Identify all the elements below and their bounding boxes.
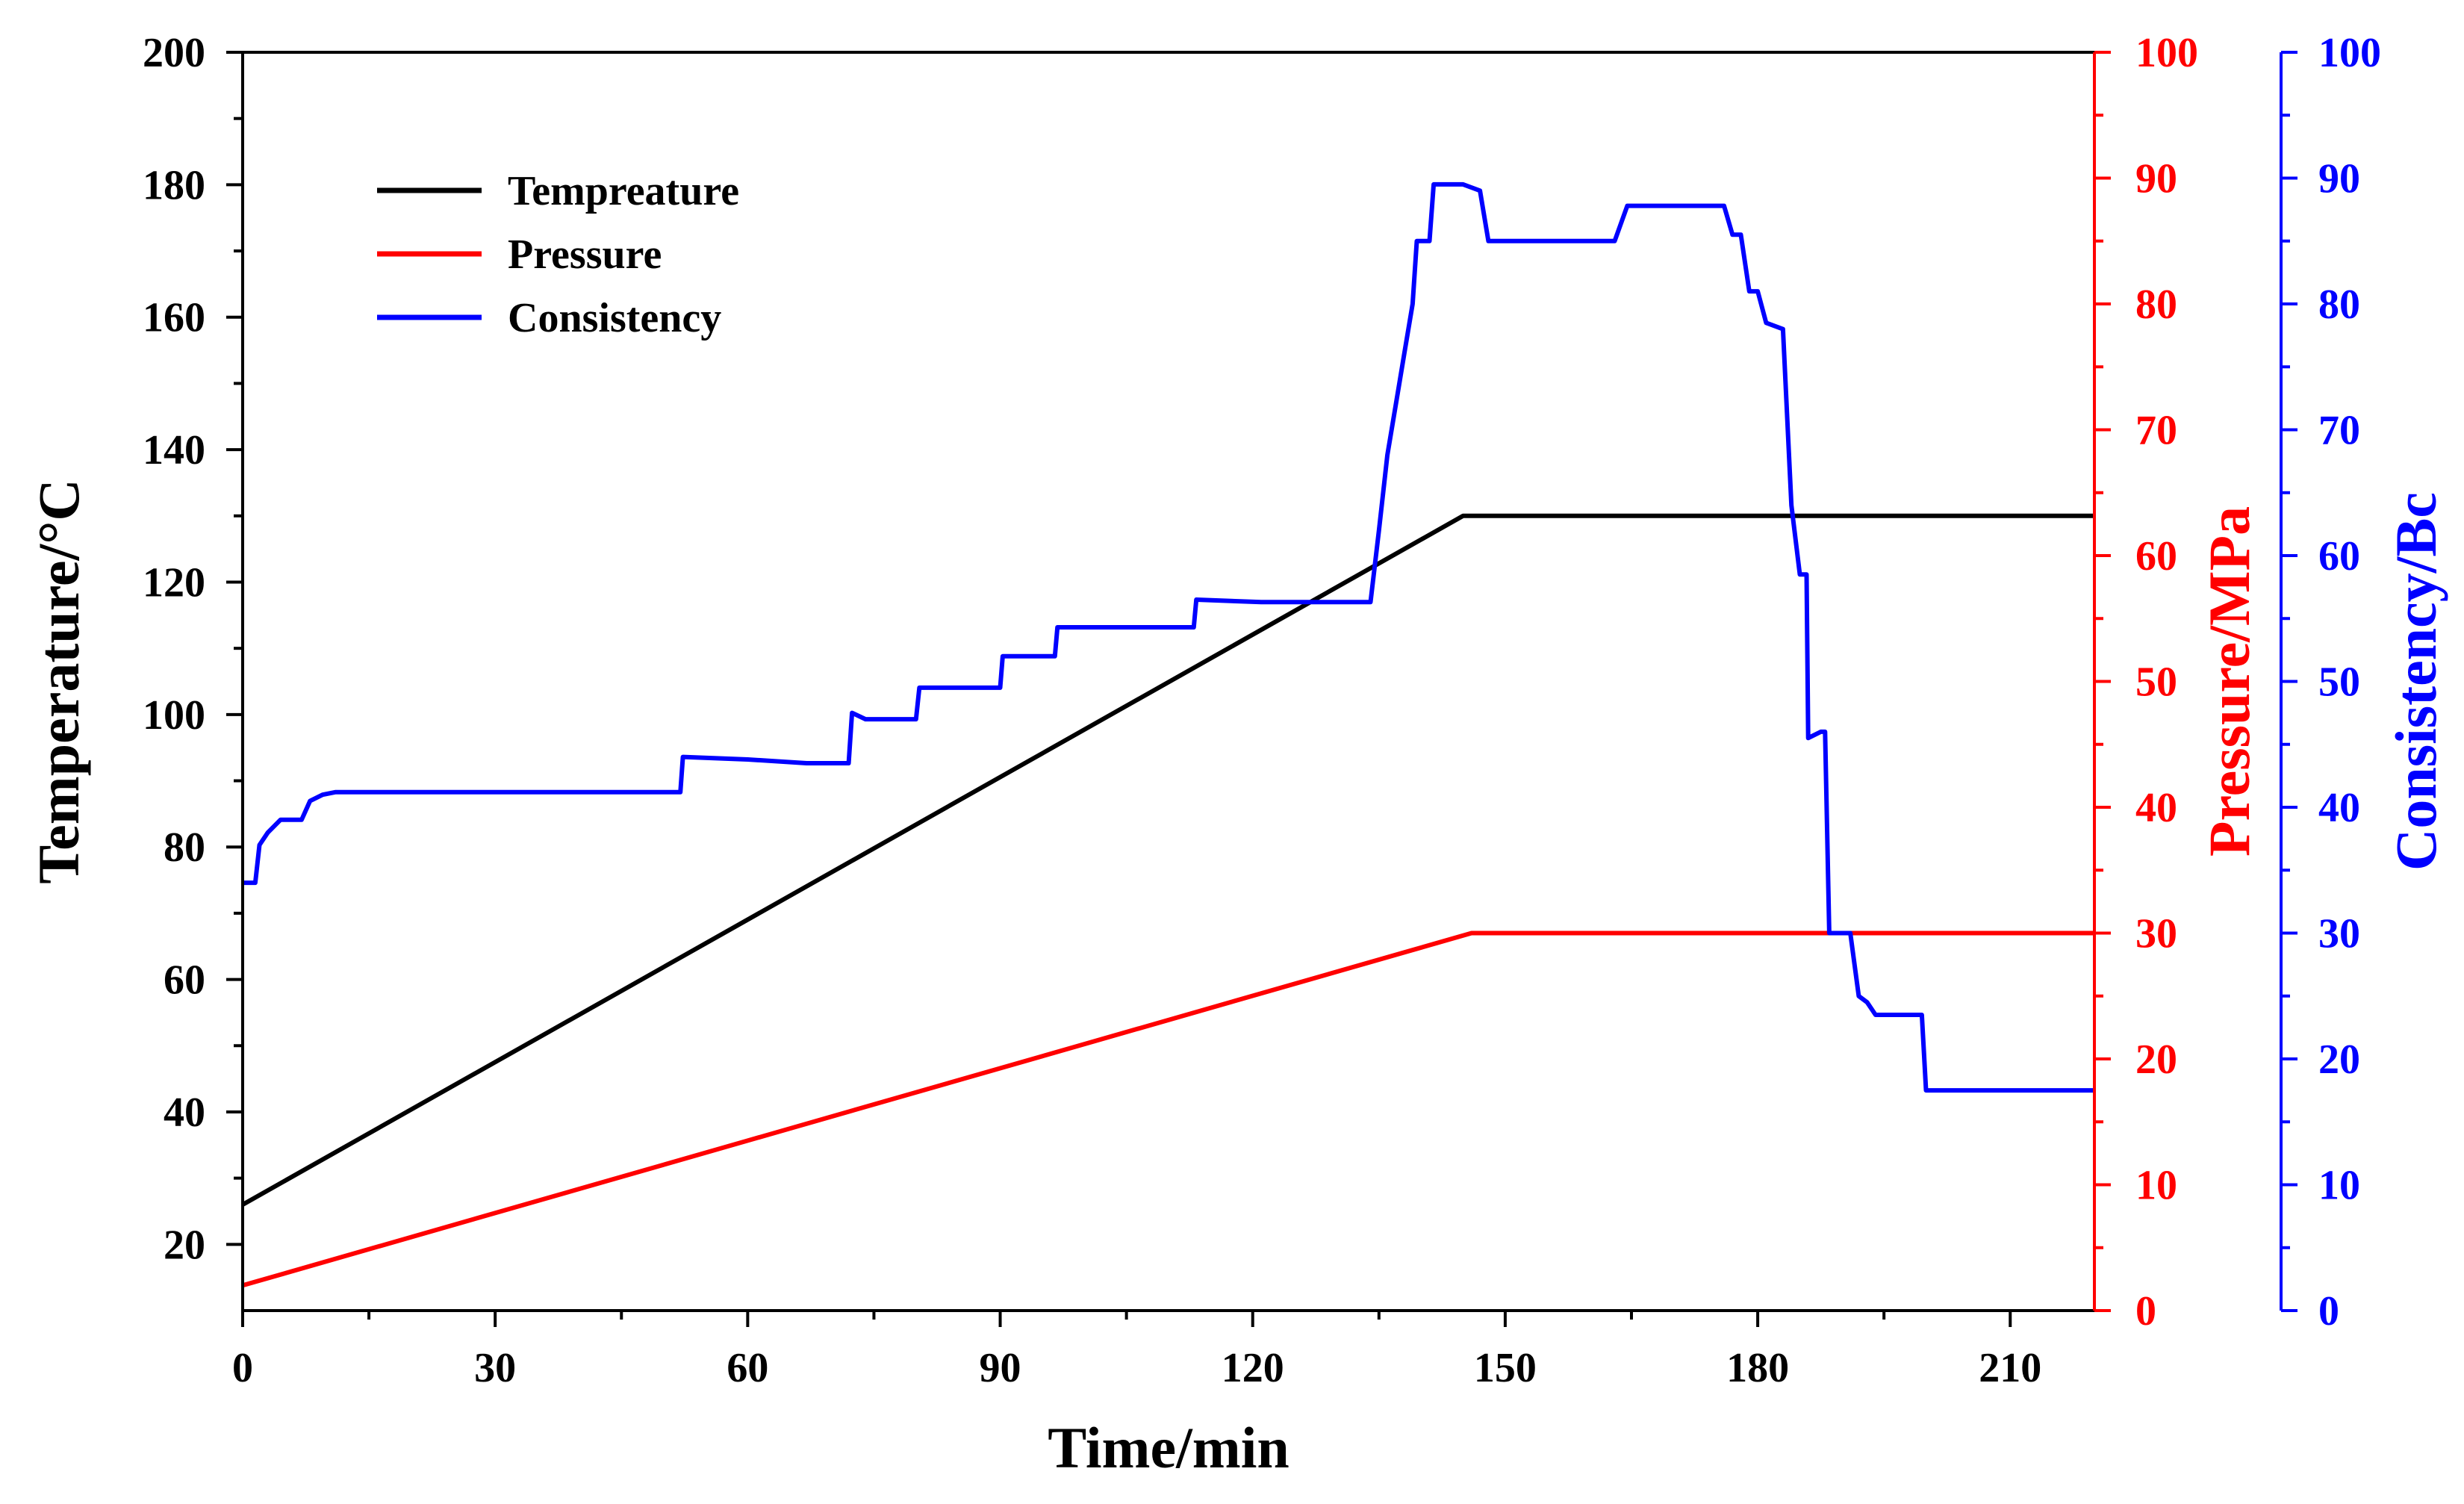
axes: 20406080100120140160180200Temperature/°C… xyxy=(26,30,2448,1480)
temperature-tick-label: 200 xyxy=(143,30,205,76)
time-tick-label: 180 xyxy=(1726,1345,1789,1391)
time-axis-title: Time/min xyxy=(1048,1415,1289,1480)
temperature-tick-label: 60 xyxy=(164,957,205,1004)
pressure-tick-label: 50 xyxy=(2135,659,2177,706)
temperature-tick-label: 140 xyxy=(143,427,205,473)
pressure-tick-label: 80 xyxy=(2135,282,2177,328)
pressure-tick-label: 40 xyxy=(2135,785,2177,831)
temperature-tick-label: 100 xyxy=(143,692,205,739)
pressure-tick-label: 100 xyxy=(2135,30,2198,76)
pressure-axis-title: Pressure/MPa xyxy=(2197,506,2262,857)
temperature-axis-title: Temperature/°C xyxy=(26,479,91,883)
time-tick-label: 90 xyxy=(980,1345,1021,1391)
consistency-tick-label: 30 xyxy=(2318,911,2360,957)
consistency-tick-label: 0 xyxy=(2318,1288,2339,1334)
series-line-consistency xyxy=(243,181,2094,1093)
legend-label-consistency: Consistency xyxy=(508,295,721,341)
legend: Tempreature Pressure Consistency xyxy=(377,168,739,341)
time-tick-label: 30 xyxy=(474,1345,516,1391)
pressure-tick-label: 60 xyxy=(2135,533,2177,579)
consistency-tick-label: 90 xyxy=(2318,156,2360,202)
consistency-tick-label: 40 xyxy=(2318,785,2360,831)
consistency-tick-label: 10 xyxy=(2318,1163,2360,1209)
series-line-tempreature xyxy=(241,513,2094,1207)
time-tick-label: 120 xyxy=(1222,1345,1284,1391)
series-line-pressure xyxy=(242,930,2094,1288)
temperature-tick-label: 20 xyxy=(164,1222,205,1268)
temperature-tick-label: 180 xyxy=(143,162,205,208)
pressure-tick-label: 20 xyxy=(2135,1037,2177,1083)
pressure-tick-label: 70 xyxy=(2135,408,2177,454)
temperature-tick-label: 40 xyxy=(164,1090,205,1136)
consistency-tick-label: 100 xyxy=(2318,30,2381,76)
legend-label-pressure: Pressure xyxy=(508,231,662,278)
pressure-tick-label: 30 xyxy=(2135,911,2177,957)
pressure-tick-label: 10 xyxy=(2135,1163,2177,1209)
pressure-tick-label: 90 xyxy=(2135,156,2177,202)
time-tick-label: 210 xyxy=(1979,1345,2041,1391)
consistency-tick-label: 70 xyxy=(2318,408,2360,454)
time-tick-label: 0 xyxy=(232,1345,253,1391)
plot-lines xyxy=(241,181,2094,1288)
consistency-tick-label: 60 xyxy=(2318,533,2360,579)
time-tick-label: 150 xyxy=(1474,1345,1537,1391)
legend-label-tempreature: Tempreature xyxy=(508,168,739,214)
temperature-tick-label: 80 xyxy=(164,824,205,871)
temperature-tick-label: 120 xyxy=(143,559,205,606)
time-tick-label: 60 xyxy=(727,1345,768,1391)
consistency-tick-label: 80 xyxy=(2318,282,2360,328)
pressure-tick-label: 0 xyxy=(2135,1288,2156,1334)
consistency-tick-label: 50 xyxy=(2318,659,2360,706)
consistency-axis-title: Consistency/Bc xyxy=(2383,492,2448,871)
consistency-tick-label: 20 xyxy=(2318,1037,2360,1083)
temperature-tick-label: 160 xyxy=(143,295,205,341)
